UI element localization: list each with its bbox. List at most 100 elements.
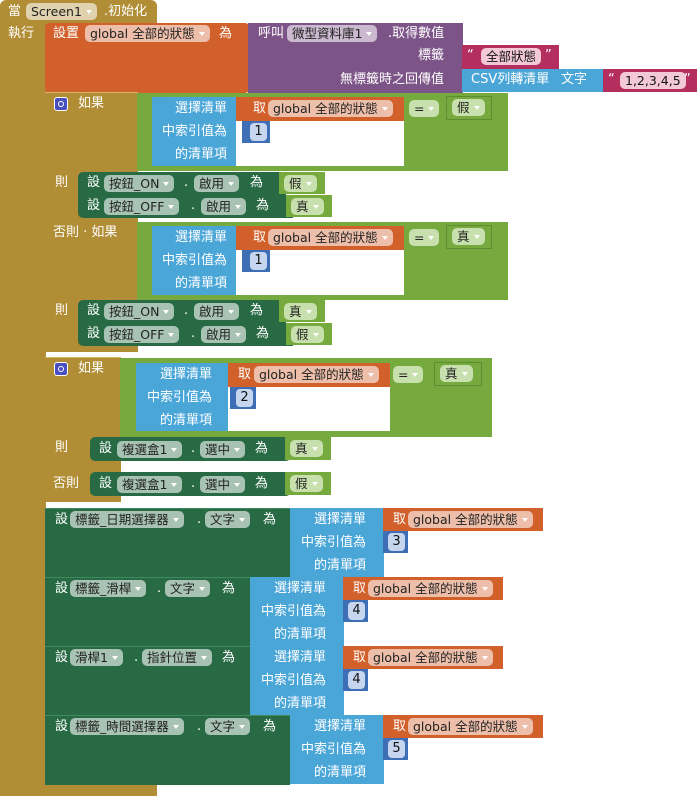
index-value[interactable]: 4: [348, 602, 365, 620]
index-label: 中索引值為: [261, 673, 327, 688]
select-list-label: 選擇清單: [314, 512, 367, 527]
boolean-value[interactable]: 假: [284, 175, 317, 192]
boolean-value[interactable]: 真: [452, 228, 485, 245]
dot: .: [184, 175, 189, 190]
property-dropdown[interactable]: 文字: [205, 511, 251, 528]
variable-dropdown[interactable]: global 全部的狀態: [408, 511, 533, 528]
compare-operator-dropdown[interactable]: =: [409, 229, 440, 246]
component-dropdown[interactable]: 標籤_日期選擇器: [70, 511, 184, 528]
index-value[interactable]: 4: [348, 671, 365, 689]
item-label: 的清單項: [314, 765, 367, 780]
get-keyword: 取: [393, 719, 407, 734]
property-dropdown[interactable]: 啟用: [201, 198, 247, 215]
mutator-gear-icon[interactable]: [54, 97, 68, 111]
tinydb-dropdown[interactable]: 微型資料庫1: [287, 25, 378, 42]
variable-dropdown[interactable]: global 全部的狀態: [268, 229, 393, 246]
property-dropdown[interactable]: 啟用: [194, 303, 240, 320]
component-dropdown[interactable]: 標籤_滑桿: [70, 580, 147, 597]
variable-dropdown[interactable]: global 全部的狀態: [85, 25, 210, 42]
component-dropdown[interactable]: 按鈕_ON: [104, 303, 175, 320]
select-list-item-block[interactable]: [152, 226, 237, 295]
item-label: 的清單項: [274, 627, 327, 642]
index-label: 中索引值為: [162, 124, 228, 139]
boolean-value[interactable]: 假: [290, 475, 323, 492]
component-dropdown[interactable]: 標籤_時間選擇器: [70, 718, 184, 735]
boolean-value[interactable]: 假: [452, 99, 485, 116]
when-keyword: 當: [8, 4, 22, 19]
select-list-item-block[interactable]: [250, 646, 344, 715]
set-keyword: 設置: [53, 26, 80, 41]
index-value[interactable]: 1: [250, 123, 267, 141]
select-list-item-block[interactable]: [250, 577, 344, 646]
mutator-gear-icon[interactable]: [54, 362, 68, 376]
to-keyword: 為: [256, 198, 270, 213]
variable-dropdown[interactable]: global 全部的狀態: [408, 718, 533, 735]
set-keyword: 設: [55, 512, 69, 527]
component-dropdown[interactable]: Screen1: [26, 3, 97, 20]
boolean-value[interactable]: 真: [291, 198, 324, 215]
variable-dropdown[interactable]: global 全部的狀態: [254, 366, 379, 383]
tag-text-value[interactable]: 全部狀態: [481, 48, 542, 65]
boolean-value[interactable]: 真: [440, 365, 473, 382]
csv-label: CSV列轉清單: [471, 72, 550, 87]
component-dropdown[interactable]: 複選盒1: [117, 441, 183, 458]
boolean-value[interactable]: 真: [284, 303, 317, 320]
if-keyword: 如果: [78, 361, 105, 376]
select-list-label: 選擇清單: [274, 581, 327, 596]
select-list-label: 選擇清單: [314, 719, 367, 734]
boolean-value[interactable]: 真: [290, 440, 323, 457]
select-list-label: 選擇清單: [274, 650, 327, 665]
csv-text-value[interactable]: 1,2,3,4,5: [620, 72, 686, 89]
property-dropdown[interactable]: 選中: [200, 441, 246, 458]
property-dropdown[interactable]: 啟用: [194, 175, 240, 192]
component-dropdown[interactable]: 按鈕_OFF: [104, 326, 180, 343]
select-list-item-block[interactable]: [290, 715, 384, 784]
variable-dropdown[interactable]: global 全部的狀態: [268, 100, 393, 117]
dot: .: [191, 476, 196, 491]
select-list-item-block[interactable]: [152, 97, 237, 166]
get-keyword: 取: [393, 512, 407, 527]
dot: .: [157, 581, 162, 596]
compare-operator-dropdown[interactable]: =: [409, 100, 440, 117]
select-list-label: 選擇清單: [175, 230, 228, 245]
index-value[interactable]: 2: [236, 389, 253, 407]
select-list-item-block[interactable]: [290, 508, 384, 577]
property-dropdown[interactable]: 文字: [165, 580, 211, 597]
set-keyword: 設: [55, 650, 69, 665]
default-label: 無標籤時之回傳值: [340, 72, 445, 87]
variable-dropdown[interactable]: global 全部的狀態: [368, 649, 493, 666]
select-list-label: 選擇清單: [175, 101, 228, 116]
index-value[interactable]: 3: [388, 533, 405, 551]
item-label: 的清單項: [160, 413, 213, 428]
elseif-keyword: 否則 · 如果: [53, 225, 118, 240]
get-keyword: 取: [353, 581, 367, 596]
event-body-spine: [0, 22, 46, 788]
compare-operator-dropdown[interactable]: =: [393, 366, 424, 383]
index-label: 中索引值為: [147, 390, 213, 405]
select-list-item-block[interactable]: [136, 363, 229, 431]
index-label: 中索引值為: [261, 604, 327, 619]
csv-to-list-block[interactable]: [462, 69, 604, 92]
property-dropdown[interactable]: 指針位置: [142, 649, 213, 666]
item-label: 的清單項: [175, 147, 228, 162]
index-value[interactable]: 1: [250, 252, 267, 270]
set-keyword: 設: [87, 175, 101, 190]
to-keyword: 為: [250, 175, 264, 190]
quote-icon: “: [467, 48, 474, 63]
to-keyword: 為: [263, 719, 277, 734]
component-dropdown[interactable]: 按鈕_ON: [104, 175, 175, 192]
then-keyword: 則: [55, 175, 69, 190]
variable-dropdown[interactable]: global 全部的狀態: [368, 580, 493, 597]
boolean-value[interactable]: 假: [291, 326, 324, 343]
component-dropdown[interactable]: 按鈕_OFF: [104, 198, 180, 215]
index-label: 中索引值為: [162, 253, 228, 268]
property-dropdown[interactable]: 啟用: [201, 326, 247, 343]
tag-label: 標籤: [418, 48, 445, 63]
then-keyword: 則: [55, 303, 69, 318]
component-dropdown[interactable]: 滑桿1: [70, 649, 123, 666]
property-dropdown[interactable]: 文字: [205, 718, 251, 735]
property-dropdown[interactable]: 選中: [200, 476, 246, 493]
set-keyword: 設: [99, 441, 113, 456]
component-dropdown[interactable]: 複選盒1: [117, 476, 183, 493]
index-value[interactable]: 5: [388, 740, 405, 758]
